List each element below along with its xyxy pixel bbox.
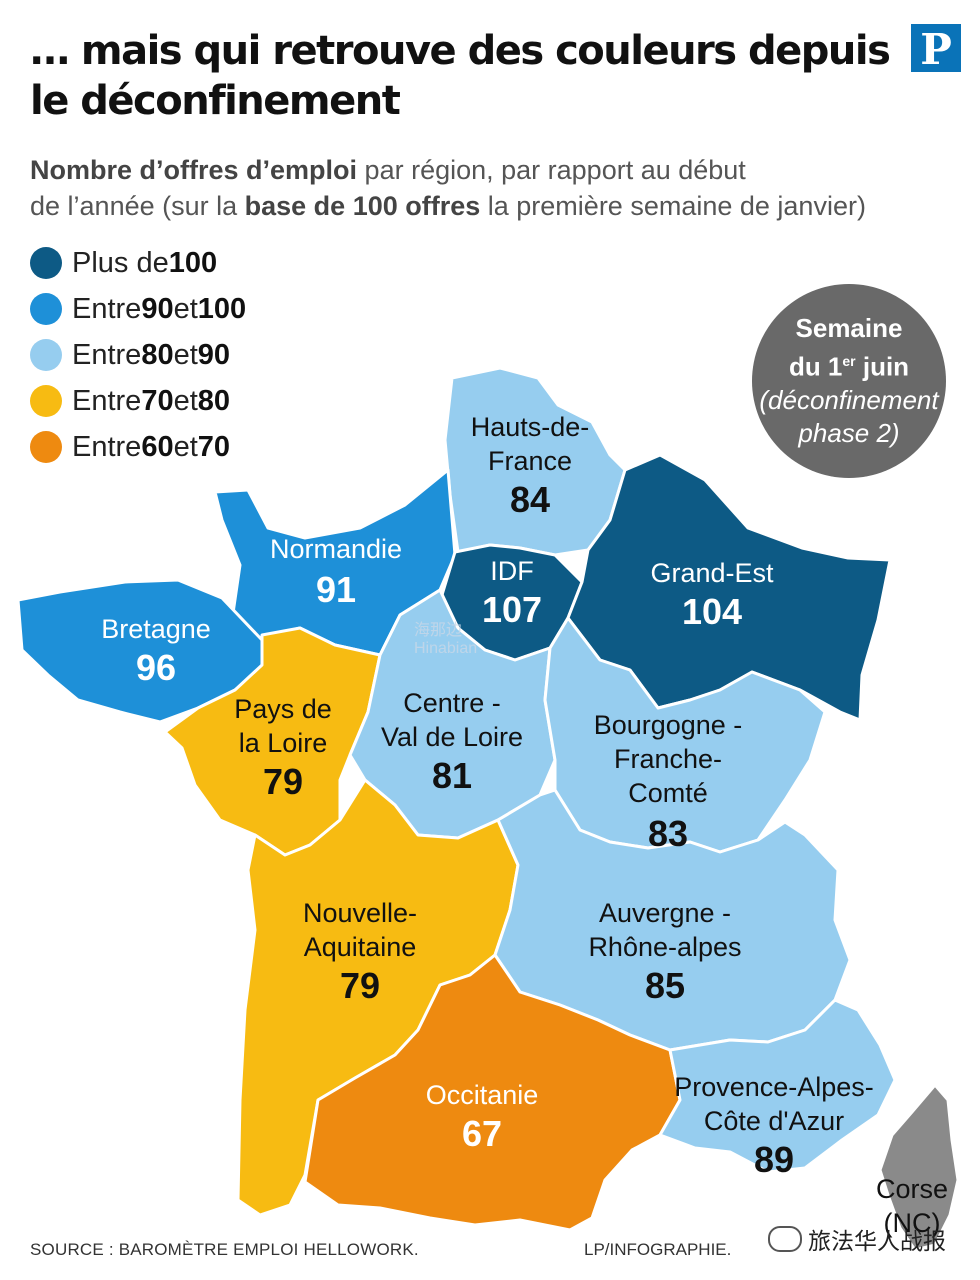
svg-text:(NC): (NC) xyxy=(884,1208,941,1238)
svg-text:France: France xyxy=(488,446,572,476)
label-pays-de-la-loire: Pays de la Loire 79 xyxy=(234,694,332,802)
svg-text:Bourgogne -: Bourgogne - xyxy=(594,710,743,740)
source-text: SOURCE : BAROMÈTRE EMPLOI HELLOWORK. xyxy=(30,1240,419,1259)
svg-text:91: 91 xyxy=(316,569,356,610)
wechat-badge: 旅法华人战报 xyxy=(768,1222,946,1256)
svg-text:Corse: Corse xyxy=(876,1174,948,1204)
svg-text:Bretagne: Bretagne xyxy=(101,614,211,644)
svg-text:Normandie: Normandie xyxy=(270,534,402,564)
le-parisien-logo: P xyxy=(911,24,961,76)
label-auvergne-rhone-alpes: Auvergne - Rhône-alpes 85 xyxy=(588,898,741,1006)
page-title: … mais qui retrouve des couleurs depuis … xyxy=(30,26,891,126)
logo-underline xyxy=(911,72,961,76)
legend-item-plus-100: Plus de 100 xyxy=(30,240,246,286)
legend-item-80-90: Entre 80 et 90 xyxy=(30,332,246,378)
svg-text:85: 85 xyxy=(645,965,685,1006)
svg-text:Nouvelle-: Nouvelle- xyxy=(303,898,417,928)
wechat-account-name: 旅法华人战报 xyxy=(808,1228,946,1254)
svg-text:la Loire: la Loire xyxy=(239,728,328,758)
svg-text:Aquitaine: Aquitaine xyxy=(304,932,417,962)
bubble-line-3: (déconfinement xyxy=(759,384,939,415)
label-normandie: Normandie 91 xyxy=(270,534,402,610)
label-hauts-de-france: Hauts-de- France 84 xyxy=(471,412,590,520)
bubble-line-4: phase 2) xyxy=(798,417,900,448)
label-paca: Provence-Alpes- Côte d'Azur 89 xyxy=(674,1072,874,1180)
subtitle-text-3: la première semaine de janvier) xyxy=(480,191,866,221)
legend-swatch xyxy=(30,339,62,371)
watermark: 海那边 Hinabian xyxy=(414,622,478,657)
svg-text:79: 79 xyxy=(263,761,303,802)
svg-text:81: 81 xyxy=(432,755,472,796)
svg-text:Comté: Comté xyxy=(628,778,708,808)
svg-text:89: 89 xyxy=(754,1139,794,1180)
legend-item-90-100: Entre 90 et 100 xyxy=(30,286,246,332)
subtitle-bold-2: base de 100 offres xyxy=(244,191,481,221)
label-corse: Corse (NC) xyxy=(876,1174,948,1238)
subtitle-text-1: par région, par rapport au début xyxy=(357,155,746,185)
label-nouvelle-aquitaine: Nouvelle- Aquitaine 79 xyxy=(303,898,417,1006)
svg-text:Rhône-alpes: Rhône-alpes xyxy=(588,932,741,962)
label-centre-val-de-loire: Centre - Val de Loire 81 xyxy=(381,688,523,796)
label-occitanie: Occitanie 67 xyxy=(426,1080,539,1154)
svg-text:Hauts-de-: Hauts-de- xyxy=(471,412,590,442)
legend-swatch xyxy=(30,385,62,417)
svg-text:Occitanie: Occitanie xyxy=(426,1080,539,1110)
svg-text:Pays de: Pays de xyxy=(234,694,332,724)
legend-item-60-70: Entre 60 et 70 xyxy=(30,424,246,470)
map-legend: Plus de 100 Entre 90 et 100 Entre 80 et … xyxy=(30,240,246,470)
region-corse[interactable] xyxy=(878,1083,960,1252)
legend-item-70-80: Entre 70 et 80 xyxy=(30,378,246,424)
svg-text:Auvergne -: Auvergne - xyxy=(599,898,731,928)
svg-text:96: 96 xyxy=(136,647,176,688)
svg-text:Centre -: Centre - xyxy=(403,688,501,718)
subtitle-text-2: de l’année (sur la xyxy=(30,191,245,221)
svg-text:IDF: IDF xyxy=(490,556,534,586)
label-bourgogne-franche-comte: Bourgogne - Franche- Comté 83 xyxy=(594,710,743,854)
region-paca[interactable] xyxy=(658,998,897,1174)
bubble-line-2: du 1er juin xyxy=(788,351,910,382)
svg-text:Côte d'Azur: Côte d'Azur xyxy=(704,1106,844,1136)
label-bretagne: Bretagne 96 xyxy=(101,614,211,688)
svg-text:79: 79 xyxy=(340,965,380,1006)
title-line-1: … mais qui retrouve des couleurs depuis xyxy=(30,28,891,74)
title-line-2: le déconfinement xyxy=(30,78,401,124)
svg-text:Grand-Est: Grand-Est xyxy=(650,558,774,588)
map-subtitle: Nombre d’offres d’emploi par région, par… xyxy=(30,152,970,224)
svg-text:Franche-: Franche- xyxy=(614,744,722,774)
svg-text:83: 83 xyxy=(648,813,688,854)
label-idf: IDF 107 xyxy=(482,556,542,630)
svg-text:67: 67 xyxy=(462,1113,502,1154)
svg-text:84: 84 xyxy=(510,479,550,520)
svg-text:Provence-Alpes-: Provence-Alpes- xyxy=(674,1072,874,1102)
legend-swatch xyxy=(30,431,62,463)
wechat-icon xyxy=(768,1226,802,1252)
legend-swatch xyxy=(30,293,62,325)
label-grand-est: Grand-Est 104 xyxy=(650,558,774,632)
svg-text:107: 107 xyxy=(482,589,542,630)
svg-text:Val de Loire: Val de Loire xyxy=(381,722,523,752)
legend-swatch xyxy=(30,247,62,279)
credit-text: LP/INFOGRAPHIE. xyxy=(584,1240,732,1259)
svg-text:104: 104 xyxy=(682,591,742,632)
week-bubble: Semaine du 1er juin (déconfinement phase… xyxy=(752,284,946,478)
bubble-line-1: Semaine xyxy=(795,313,903,344)
subtitle-bold-1: Nombre d’offres d’emploi xyxy=(30,155,358,185)
